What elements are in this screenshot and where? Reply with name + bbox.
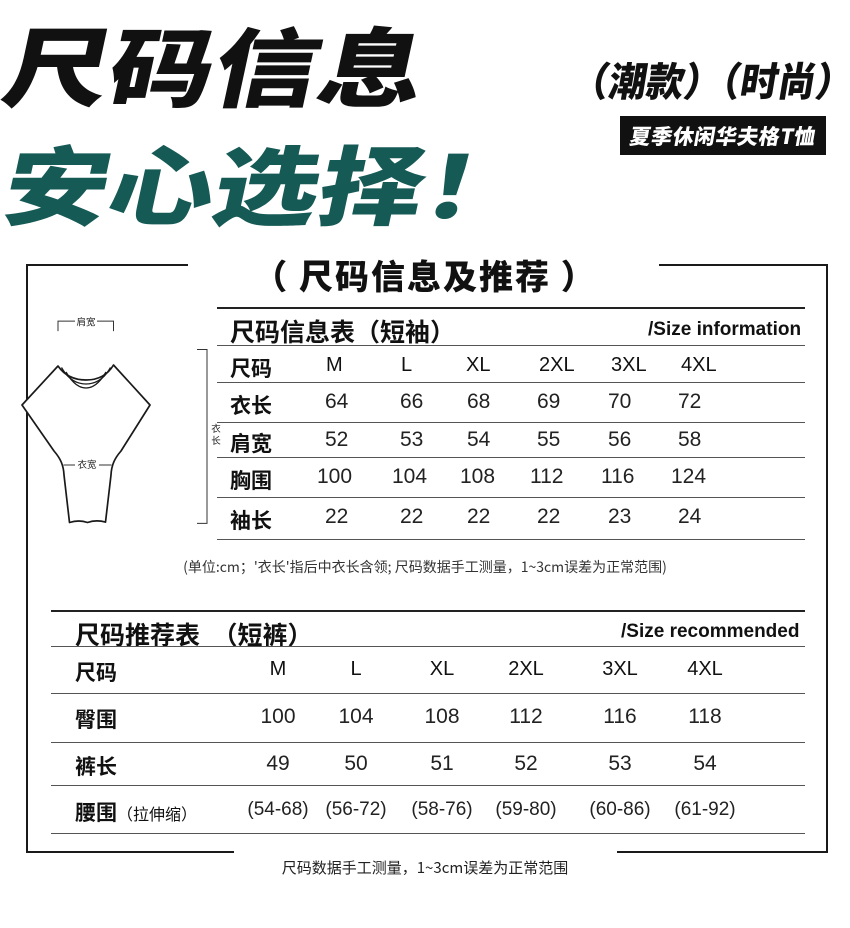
svg-text:肩宽: 肩宽: [76, 315, 96, 329]
svg-text:衣宽: 衣宽: [77, 457, 97, 471]
